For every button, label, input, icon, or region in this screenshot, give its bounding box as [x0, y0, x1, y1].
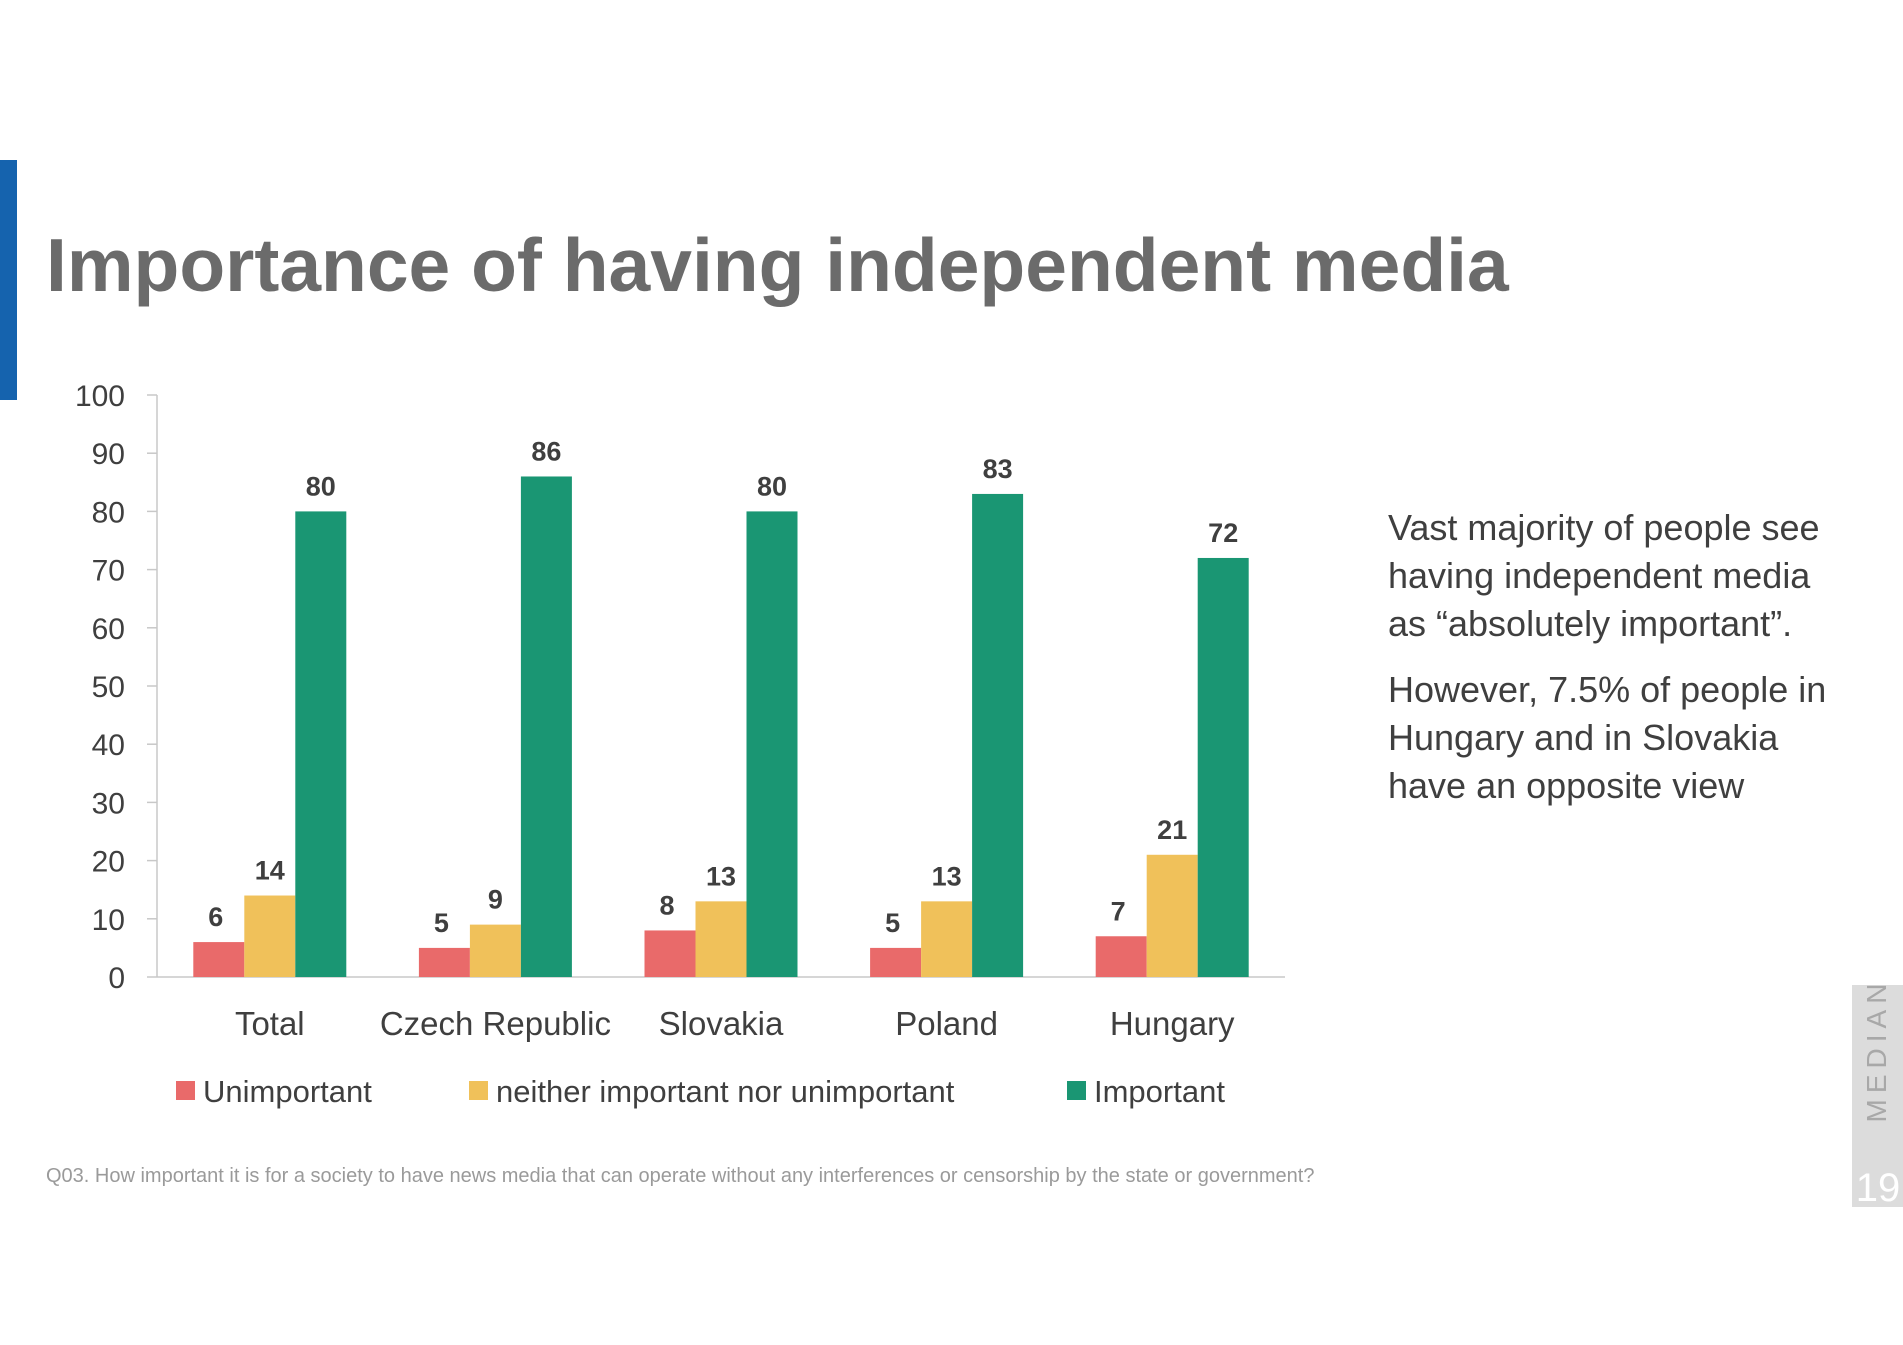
y-tick-label: 100	[75, 380, 125, 413]
page-number: 19	[1855, 1166, 1901, 1210]
bar	[921, 901, 973, 977]
bar	[972, 493, 1024, 977]
bar	[520, 476, 572, 977]
data-label: 13	[932, 861, 962, 891]
y-tick-label: 20	[92, 846, 125, 879]
data-label: 5	[885, 908, 900, 938]
data-label: 8	[659, 890, 674, 920]
legend-label: Unimportant	[203, 1074, 372, 1109]
category-label: Czech Republic	[380, 1005, 611, 1042]
category-label: Total	[235, 1005, 305, 1042]
question-footnote: Q03. How important it is for a society t…	[46, 1165, 1315, 1187]
legend-swatch	[469, 1081, 488, 1100]
brand-logo-text: MEDIAN	[1861, 977, 1892, 1123]
data-label: 14	[255, 856, 285, 886]
slide-title: Importance of having independent media	[46, 223, 1509, 307]
bar	[1146, 854, 1198, 977]
data-label: 6	[208, 902, 223, 932]
data-label: 5	[434, 908, 449, 938]
data-label: 7	[1111, 896, 1126, 926]
data-label: 21	[1157, 815, 1187, 845]
y-tick-label: 90	[92, 438, 125, 471]
y-tick-label: 40	[92, 729, 125, 762]
category-label: Slovakia	[659, 1005, 784, 1042]
bar	[295, 511, 347, 977]
legend-label: Important	[1094, 1074, 1225, 1109]
y-tick-label: 0	[108, 962, 125, 995]
data-label: 72	[1208, 518, 1238, 548]
y-tick-label: 60	[92, 613, 125, 646]
commentary-paragraph-2: However, 7.5% of people in Hungary and i…	[1388, 669, 1827, 806]
accent-bar	[0, 160, 17, 400]
legend-label: neither important nor unimportant	[496, 1074, 955, 1109]
brand-box	[1852, 985, 1903, 1207]
bar	[418, 947, 470, 977]
y-tick-label: 70	[92, 555, 125, 588]
y-tick-label: 50	[92, 671, 125, 704]
data-label: 86	[531, 436, 561, 466]
bar	[695, 901, 747, 977]
data-label: 80	[306, 471, 336, 501]
bar	[870, 947, 922, 977]
commentary: Vast majority of people see having indep…	[1388, 504, 1848, 828]
data-label: 9	[488, 885, 503, 915]
bar	[746, 511, 798, 977]
data-label: 80	[757, 471, 787, 501]
y-tick-label: 30	[92, 787, 125, 820]
bar	[244, 895, 296, 977]
legend-swatch	[1067, 1081, 1086, 1100]
bar	[644, 930, 696, 977]
commentary-paragraph-1: Vast majority of people see having indep…	[1388, 507, 1820, 644]
category-label: Hungary	[1110, 1005, 1235, 1042]
y-tick-label: 10	[92, 904, 125, 937]
legend-swatch	[176, 1081, 195, 1100]
data-label: 83	[983, 454, 1013, 484]
bar	[193, 942, 245, 977]
category-label: Poland	[895, 1005, 998, 1042]
bar	[469, 924, 521, 977]
data-label: 13	[706, 861, 736, 891]
y-tick-label: 80	[92, 496, 125, 529]
bar	[1095, 936, 1147, 977]
bar	[1197, 557, 1249, 977]
